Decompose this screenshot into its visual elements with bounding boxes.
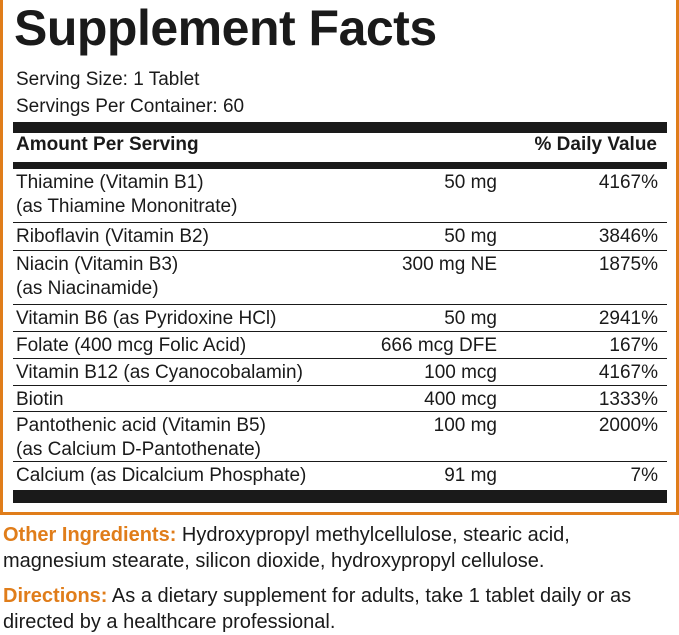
nutrient-daily-value: 2941% (598, 308, 658, 329)
nutrient-amount: 100 mcg (424, 362, 497, 383)
nutrient-daily-value: 167% (609, 335, 658, 356)
nutrient-name: Pantothenic acid (Vitamin B5) (16, 415, 266, 436)
table-header: Amount Per Serving % Daily Value (16, 132, 657, 160)
table-row: Calcium (as Dicalcium Phosphate) 91 mg 7… (13, 462, 667, 490)
nutrient-source: (as Niacinamide) (16, 278, 159, 299)
nutrient-source: (as Calcium D-Pantothenate) (16, 439, 261, 460)
nutrient-name: Folate (400 mcg Folic Acid) (16, 335, 247, 356)
other-ingredients: Other Ingredients: Hydroxypropyl methylc… (3, 522, 675, 574)
table-row: Vitamin B12 (as Cyanocobalamin) 100 mcg … (13, 359, 667, 386)
table-row: Thiamine (Vitamin B1) (as Thiamine Monon… (13, 169, 667, 223)
table-row: Biotin 400 mcg 1333% (13, 386, 667, 412)
nutrient-daily-value: 2000% (598, 415, 658, 436)
nutrient-daily-value: 4167% (598, 172, 658, 193)
nutrient-daily-value: 1333% (598, 389, 658, 410)
nutrient-daily-value: 3846% (598, 226, 658, 247)
other-ingredients-text: Hydroxypropyl methylcellulose, stearic a… (3, 524, 570, 572)
nutrient-amount: 100 mg (433, 415, 497, 436)
table-row: Niacin (Vitamin B3) (as Niacinamide) 300… (13, 251, 667, 305)
nutrient-amount: 50 mg (444, 308, 497, 329)
nutrient-name: Biotin (16, 389, 64, 410)
nutrient-daily-value: 4167% (598, 362, 658, 383)
divider-thick-bottom (13, 490, 667, 503)
nutrient-amount: 50 mg (444, 172, 497, 193)
header-amount-per-serving: Amount Per Serving (16, 134, 199, 155)
nutrient-amount: 400 mcg (424, 389, 497, 410)
nutrient-amount: 300 mg NE (401, 254, 497, 275)
servings-per-container: Servings Per Container: 60 (16, 96, 245, 117)
nutrient-name: Calcium (as Dicalcium Phosphate) (16, 465, 307, 486)
other-ingredients-label: Other Ingredients: (3, 524, 177, 546)
directions-text: As a dietary supplement for adults, take… (3, 585, 632, 633)
nutrient-source: (as Thiamine Mononitrate) (16, 196, 238, 217)
nutrient-amount: 666 mcg DFE (380, 335, 497, 356)
nutrient-amount: 50 mg (444, 226, 497, 247)
divider-thick-mid (13, 162, 667, 169)
supplement-facts-panel: Supplement Facts Serving Size: 1 Tablet … (0, 0, 679, 515)
divider-thick-top (13, 122, 667, 133)
directions: Directions: As a dietary supplement for … (3, 583, 675, 635)
header-daily-value: % Daily Value (534, 134, 657, 155)
nutrient-daily-value: 1875% (598, 254, 658, 275)
table-row: Folate (400 mcg Folic Acid) 666 mcg DFE … (13, 332, 667, 359)
table-row: Pantothenic acid (Vitamin B5) (as Calciu… (13, 412, 667, 462)
nutrient-daily-value: 7% (630, 465, 658, 486)
nutrient-name: Riboflavin (Vitamin B2) (16, 226, 209, 247)
panel-title: Supplement Facts (14, 0, 437, 56)
nutrient-name: Vitamin B12 (as Cyanocobalamin) (16, 362, 303, 383)
serving-size: Serving Size: 1 Tablet (16, 69, 200, 90)
table-row: Riboflavin (Vitamin B2) 50 mg 3846% (13, 223, 667, 251)
nutrient-name: Thiamine (Vitamin B1) (16, 172, 204, 193)
table-row: Vitamin B6 (as Pyridoxine HCl) 50 mg 294… (13, 305, 667, 332)
directions-label: Directions: (3, 585, 108, 607)
nutrient-table: Thiamine (Vitamin B1) (as Thiamine Monon… (13, 169, 667, 490)
nutrient-amount: 91 mg (444, 465, 497, 486)
nutrient-name: Vitamin B6 (as Pyridoxine HCl) (16, 308, 277, 329)
nutrient-name: Niacin (Vitamin B3) (16, 254, 179, 275)
